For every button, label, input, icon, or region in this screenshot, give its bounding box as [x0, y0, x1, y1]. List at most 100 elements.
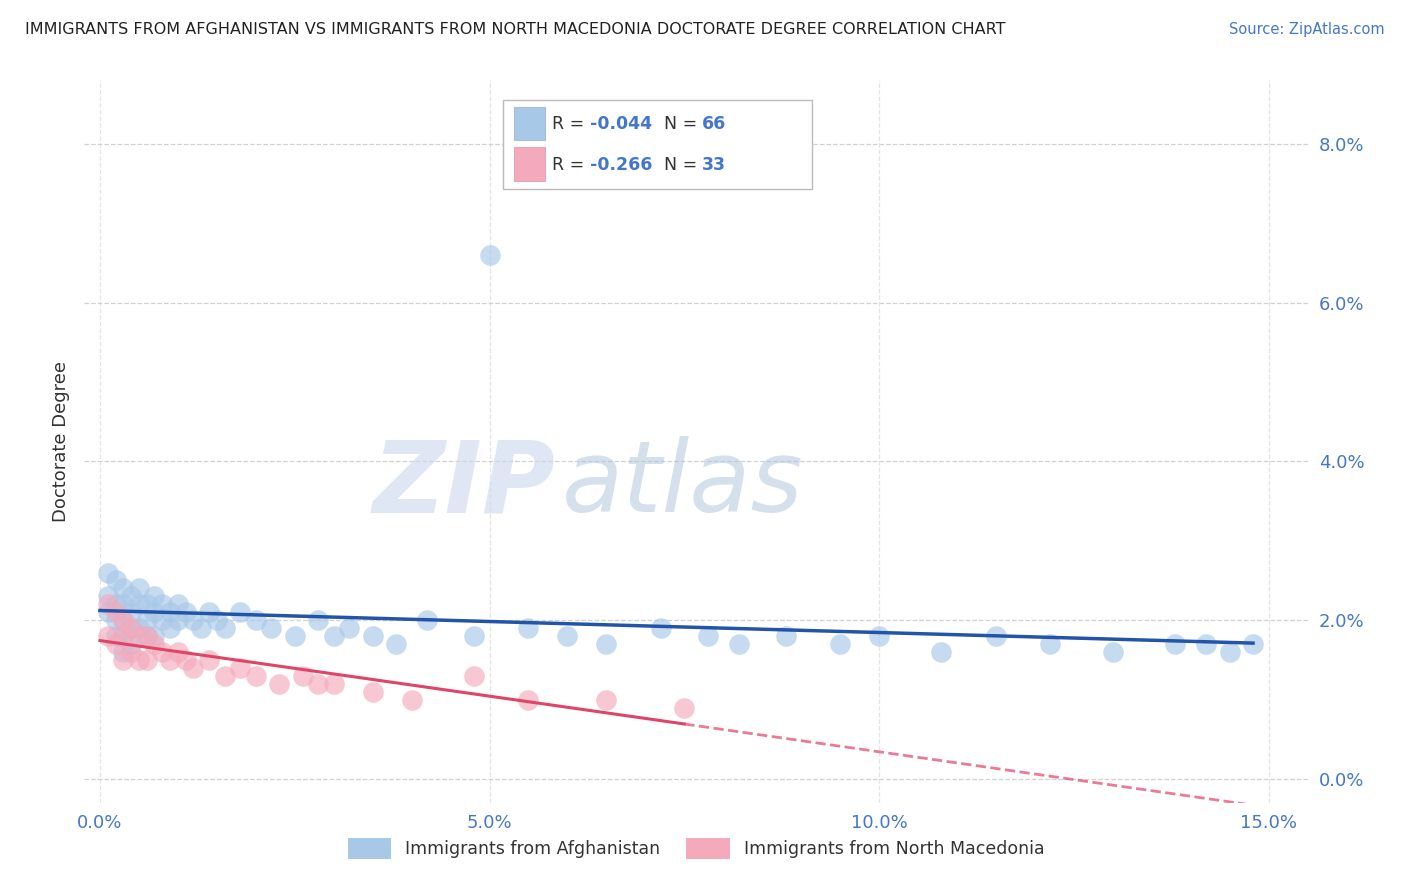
- Point: [260, 621, 283, 635]
- Point: [120, 621, 142, 635]
- Point: [112, 629, 135, 643]
- Point: [159, 653, 181, 667]
- Point: [416, 613, 439, 627]
- Point: [727, 637, 749, 651]
- Text: ZIP: ZIP: [373, 436, 555, 533]
- Point: [322, 629, 344, 643]
- Point: [198, 653, 221, 667]
- Point: [159, 621, 181, 635]
- Point: [166, 597, 188, 611]
- Text: IMMIGRANTS FROM AFGHANISTAN VS IMMIGRANTS FROM NORTH MACEDONIA DOCTORATE DEGREE : IMMIGRANTS FROM AFGHANISTAN VS IMMIGRANT…: [25, 22, 1005, 37]
- Point: [128, 582, 150, 596]
- Point: [97, 605, 120, 619]
- Point: [245, 669, 267, 683]
- Point: [166, 645, 188, 659]
- Text: -0.266: -0.266: [591, 156, 652, 174]
- Point: [104, 605, 127, 619]
- Point: [120, 637, 142, 651]
- Point: [1195, 637, 1218, 651]
- Y-axis label: Doctorate Degree: Doctorate Degree: [52, 361, 70, 522]
- Text: atlas: atlas: [561, 436, 803, 533]
- Text: N =: N =: [664, 115, 703, 133]
- Point: [143, 590, 166, 604]
- Point: [183, 613, 205, 627]
- Point: [97, 629, 120, 643]
- Point: [112, 613, 135, 627]
- Legend: Immigrants from Afghanistan, Immigrants from North Macedonia: Immigrants from Afghanistan, Immigrants …: [347, 838, 1045, 859]
- Point: [128, 621, 150, 635]
- Point: [1039, 637, 1062, 651]
- Point: [174, 653, 197, 667]
- Point: [361, 629, 384, 643]
- Point: [128, 653, 150, 667]
- Point: [517, 692, 540, 706]
- Point: [128, 597, 150, 611]
- Point: [463, 669, 485, 683]
- Point: [478, 248, 501, 262]
- Point: [517, 621, 540, 635]
- Point: [143, 637, 166, 651]
- Point: [245, 613, 267, 627]
- Point: [1241, 637, 1264, 651]
- Point: [269, 676, 291, 690]
- Point: [112, 597, 135, 611]
- Point: [135, 629, 157, 643]
- Point: [229, 605, 252, 619]
- Point: [595, 637, 617, 651]
- Point: [284, 629, 307, 643]
- Point: [337, 621, 360, 635]
- Point: [174, 605, 197, 619]
- Point: [97, 566, 120, 580]
- Point: [104, 613, 127, 627]
- Point: [984, 629, 1007, 643]
- Point: [557, 629, 579, 643]
- Point: [97, 590, 120, 604]
- Point: [159, 605, 181, 619]
- Point: [112, 653, 135, 667]
- Point: [673, 700, 696, 714]
- Point: [1101, 645, 1123, 659]
- Text: N =: N =: [664, 156, 703, 174]
- Text: R =: R =: [551, 156, 589, 174]
- Point: [166, 613, 188, 627]
- Point: [1219, 645, 1241, 659]
- FancyBboxPatch shape: [515, 146, 546, 180]
- Point: [830, 637, 852, 651]
- Point: [291, 669, 314, 683]
- Text: 66: 66: [702, 115, 727, 133]
- Point: [463, 629, 485, 643]
- Point: [868, 629, 890, 643]
- Point: [150, 597, 173, 611]
- Point: [135, 597, 157, 611]
- Point: [385, 637, 408, 651]
- Point: [120, 605, 142, 619]
- Point: [128, 629, 150, 643]
- Point: [307, 676, 329, 690]
- Point: [183, 661, 205, 675]
- Point: [307, 613, 329, 627]
- Point: [135, 629, 157, 643]
- Point: [205, 613, 228, 627]
- Point: [931, 645, 953, 659]
- FancyBboxPatch shape: [515, 106, 546, 140]
- Point: [135, 653, 157, 667]
- Point: [97, 597, 120, 611]
- Point: [112, 645, 135, 659]
- Point: [229, 661, 252, 675]
- Point: [190, 621, 212, 635]
- Point: [104, 629, 127, 643]
- Point: [650, 621, 672, 635]
- Point: [401, 692, 423, 706]
- Point: [120, 590, 142, 604]
- Point: [696, 629, 718, 643]
- Point: [112, 613, 135, 627]
- Point: [150, 645, 173, 659]
- Point: [112, 582, 135, 596]
- Point: [143, 605, 166, 619]
- Text: Source: ZipAtlas.com: Source: ZipAtlas.com: [1229, 22, 1385, 37]
- Point: [214, 621, 236, 635]
- Text: R =: R =: [551, 115, 589, 133]
- Point: [1164, 637, 1187, 651]
- Point: [775, 629, 797, 643]
- Point: [135, 613, 157, 627]
